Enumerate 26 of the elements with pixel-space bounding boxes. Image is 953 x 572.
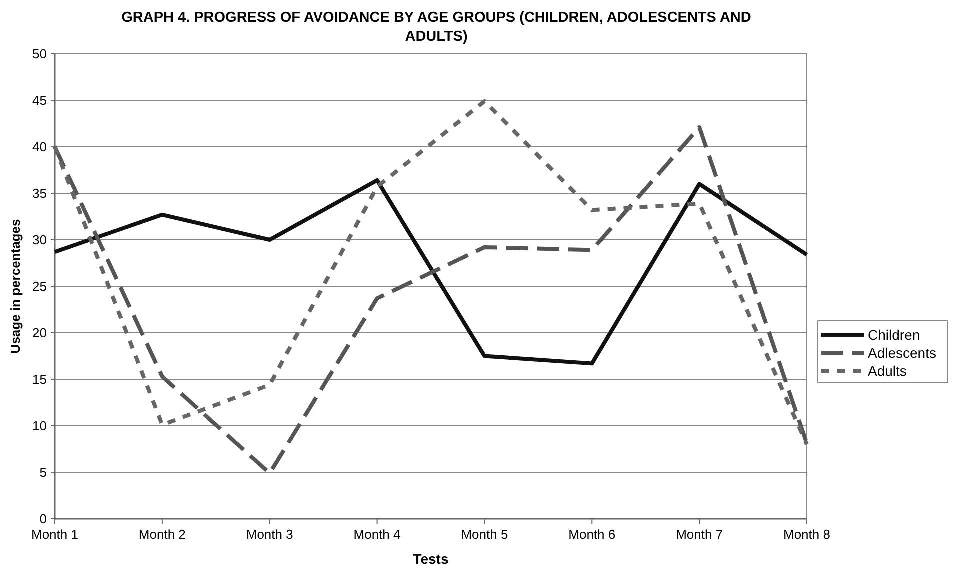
y-tick-label: 35 <box>32 186 47 202</box>
y-tick-label: 5 <box>40 465 47 480</box>
legend-label: Adults <box>868 362 907 379</box>
x-tick-label: Month 4 <box>354 527 401 542</box>
y-tick-label: 10 <box>32 418 47 434</box>
y-tick-label: 40 <box>32 140 47 155</box>
chart-title: GRAPH 4. PROGRESS OF AVOIDANCE BY AGE GROUPS (CHILDREN, ADOLESCENTS AND ADULTS) <box>122 10 752 45</box>
x-axis-title: Tests <box>413 551 449 567</box>
y-tick-label: 20 <box>32 326 47 341</box>
x-tick-label: Month 5 <box>461 527 508 542</box>
x-tick-label: Month 1 <box>32 527 78 542</box>
y-tick-label: 25 <box>32 279 47 294</box>
y-tick-label: 30 <box>32 232 47 248</box>
y-tick-label: 50 <box>32 46 47 62</box>
x-tick-label: Month 6 <box>568 527 616 542</box>
x-tick-label: Month 2 <box>138 527 186 542</box>
x-tick-label: Month 7 <box>676 527 724 542</box>
line-series <box>53 178 809 366</box>
y-tick-label: 45 <box>32 93 47 108</box>
y-tick-label: 0 <box>40 512 47 527</box>
x-tick-label: Month 3 <box>246 527 294 542</box>
y-tick-label: 15 <box>32 372 47 388</box>
legend-label: Adlescents <box>868 344 936 361</box>
legend-label: Children <box>868 326 920 343</box>
y-axis-title: Usage in percentages <box>8 219 23 354</box>
x-tick-label: Month 8 <box>784 527 830 542</box>
